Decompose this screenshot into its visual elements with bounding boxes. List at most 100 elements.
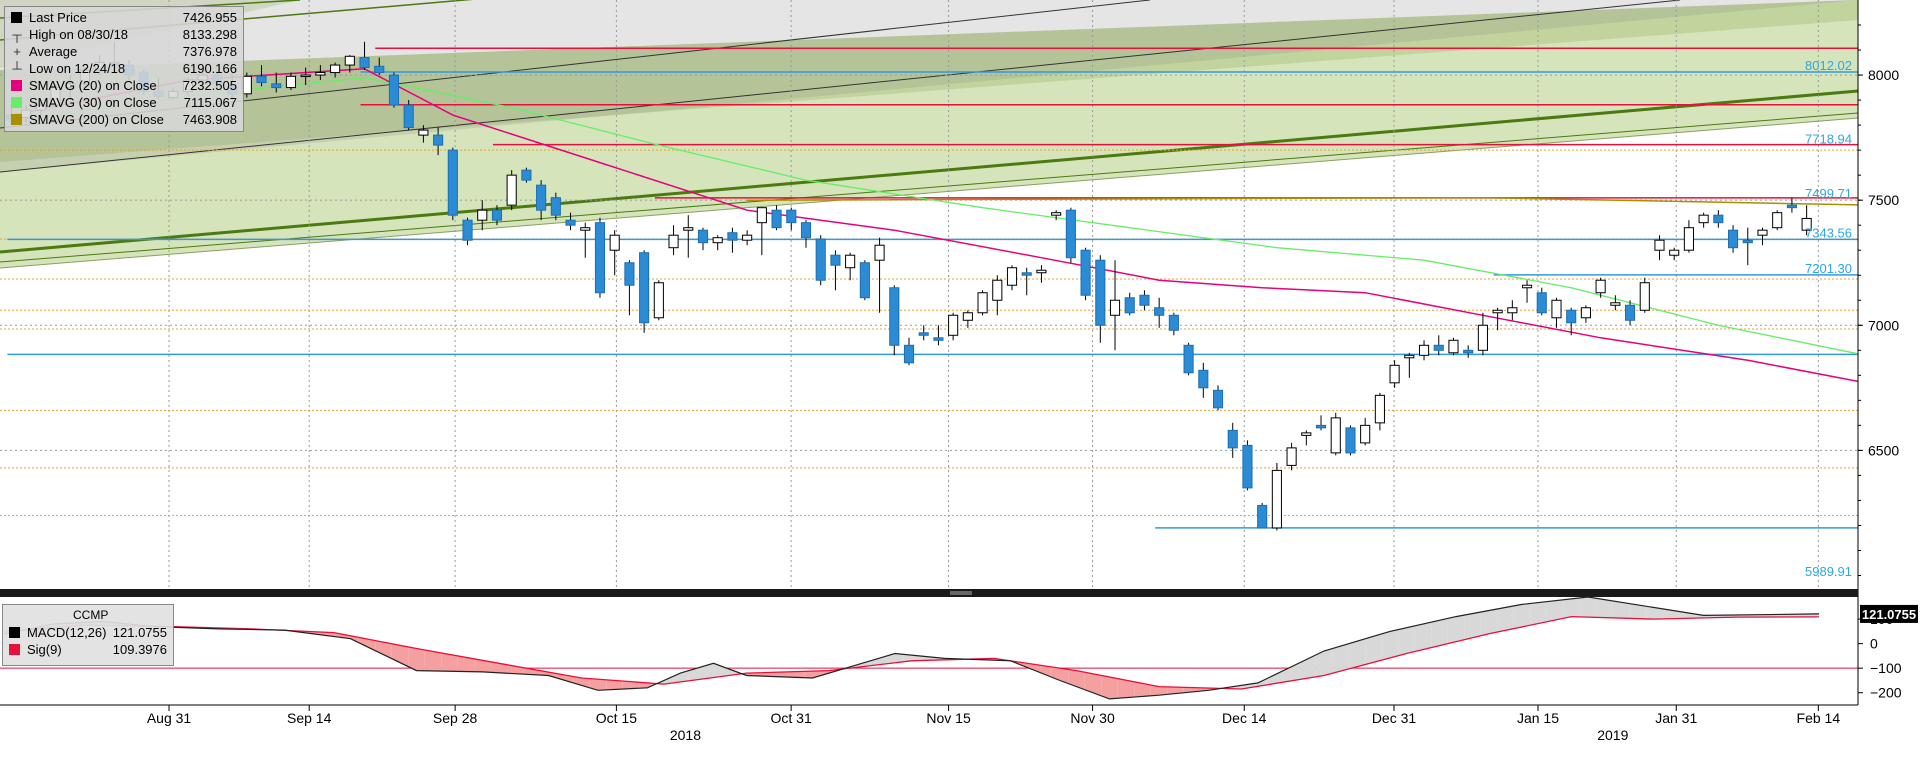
candle[interactable] (1301, 430, 1312, 446)
candle[interactable] (1669, 247, 1680, 261)
candle[interactable] (462, 217, 473, 246)
candle[interactable] (845, 252, 856, 281)
candle[interactable] (727, 227, 738, 253)
candle[interactable] (697, 227, 709, 251)
candle[interactable] (815, 235, 826, 286)
candle[interactable] (285, 72, 297, 91)
candle[interactable] (550, 192, 561, 221)
candle[interactable] (565, 212, 576, 231)
candle[interactable] (1772, 210, 1783, 231)
candle[interactable] (1683, 220, 1694, 253)
candle[interactable] (1477, 312, 1488, 356)
candle[interactable] (1728, 225, 1739, 253)
candle[interactable] (712, 235, 723, 251)
candle[interactable] (962, 310, 973, 328)
candle[interactable] (668, 225, 679, 256)
candle[interactable] (1551, 297, 1562, 328)
candle[interactable] (624, 260, 635, 316)
candle[interactable] (1227, 422, 1238, 458)
candle[interactable] (477, 200, 488, 231)
candle[interactable] (1257, 502, 1268, 529)
candle[interactable] (271, 72, 282, 93)
candle[interactable] (433, 127, 444, 156)
candle[interactable] (1566, 307, 1577, 336)
candle[interactable] (1595, 277, 1606, 298)
panel-divider[interactable] (0, 589, 1858, 597)
candle[interactable] (742, 230, 753, 246)
candle[interactable] (889, 285, 900, 356)
candle[interactable] (1242, 440, 1253, 491)
candle[interactable] (506, 170, 517, 211)
candle[interactable] (344, 55, 355, 73)
candle[interactable] (1463, 345, 1474, 358)
candle[interactable] (1742, 227, 1753, 266)
candle[interactable] (1330, 412, 1341, 456)
panel-divider-bar[interactable] (0, 589, 1858, 597)
candle[interactable] (1124, 292, 1135, 316)
candle[interactable] (580, 222, 591, 258)
candle[interactable] (1345, 425, 1356, 456)
candle[interactable] (388, 72, 400, 108)
divider-handle[interactable] (950, 591, 972, 595)
candle[interactable] (800, 220, 812, 248)
candle[interactable] (1757, 227, 1768, 246)
candle[interactable] (1580, 305, 1591, 323)
candle[interactable] (918, 325, 929, 341)
candle[interactable] (521, 167, 532, 183)
candle[interactable] (1374, 392, 1385, 431)
candle[interactable] (1698, 212, 1709, 228)
candle[interactable] (992, 275, 1003, 316)
candle[interactable] (1051, 210, 1062, 221)
candle[interactable] (1624, 300, 1636, 326)
candle[interactable] (1154, 297, 1165, 328)
candle[interactable] (1021, 267, 1032, 296)
candle[interactable] (1095, 255, 1106, 343)
candle[interactable] (1418, 340, 1430, 361)
candle[interactable] (933, 325, 944, 346)
candle[interactable] (374, 57, 385, 76)
candle[interactable] (771, 205, 782, 231)
candle[interactable] (1713, 210, 1724, 228)
candle[interactable] (1036, 265, 1047, 283)
candle[interactable] (1080, 247, 1091, 301)
candle[interactable] (403, 100, 414, 131)
candle[interactable] (1448, 337, 1459, 356)
candle[interactable] (948, 312, 959, 341)
candle[interactable] (1360, 417, 1371, 446)
candle[interactable] (1183, 342, 1194, 376)
candle[interactable] (1315, 415, 1327, 431)
candle[interactable] (859, 260, 870, 301)
candle[interactable] (300, 67, 311, 86)
candle[interactable] (977, 290, 988, 316)
candle[interactable] (609, 230, 620, 276)
candle[interactable] (1286, 442, 1297, 471)
candle[interactable] (1610, 295, 1621, 311)
candle[interactable] (1198, 362, 1209, 398)
candle[interactable] (1654, 235, 1665, 261)
candle[interactable] (1536, 287, 1547, 316)
candle[interactable] (315, 65, 326, 81)
candle[interactable] (874, 237, 885, 313)
candle[interactable] (756, 207, 767, 256)
candle[interactable] (418, 125, 429, 143)
candle[interactable] (1639, 277, 1650, 313)
candle[interactable] (1786, 197, 1797, 213)
candle[interactable] (447, 147, 458, 221)
candle[interactable] (1801, 205, 1812, 236)
candle[interactable] (1433, 335, 1444, 356)
candle[interactable] (256, 65, 267, 87)
candle[interactable] (1521, 280, 1533, 303)
candle[interactable] (1109, 260, 1121, 351)
candle[interactable] (1507, 300, 1518, 321)
candle[interactable] (786, 207, 797, 231)
candle[interactable] (1006, 265, 1018, 291)
candle[interactable] (683, 215, 694, 258)
candle[interactable] (1389, 360, 1400, 388)
candle[interactable] (1212, 385, 1224, 411)
candle[interactable] (1492, 307, 1503, 331)
candle[interactable] (491, 205, 503, 226)
candle[interactable] (830, 250, 841, 291)
candle[interactable] (1065, 207, 1076, 263)
candle[interactable] (1168, 312, 1179, 336)
candle[interactable] (536, 180, 547, 221)
